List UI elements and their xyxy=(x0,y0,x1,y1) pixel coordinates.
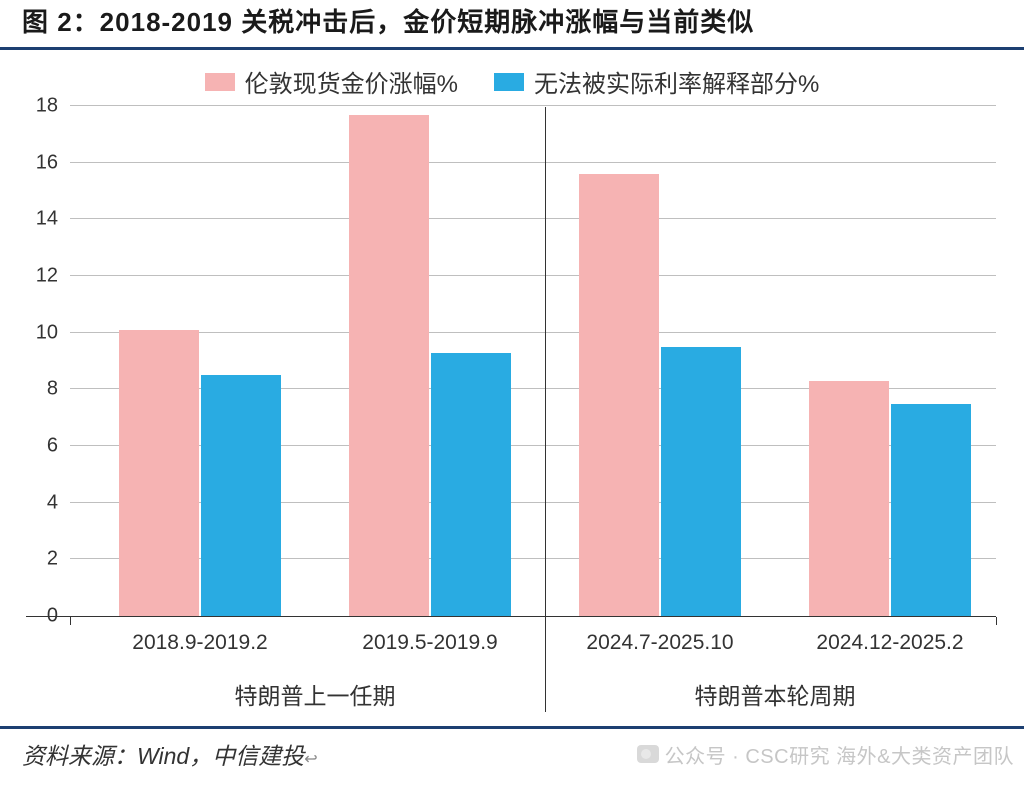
source-row: 资料来源：Wind，中信建投↩ 公众号 · CSC研究 海外&大类资产团队 xyxy=(0,726,1024,771)
y-tick-label: 2 xyxy=(47,548,58,571)
x-category-label: 2024.12-2025.2 xyxy=(816,631,963,655)
figure-title: 图 2：2018-2019 关税冲击后，金价短期脉冲涨幅与当前类似 xyxy=(0,0,1024,50)
y-tick-label: 12 xyxy=(36,265,58,288)
watermark-text: 公众号 · CSC研究 海外&大类资产团队 xyxy=(665,740,1014,769)
y-tick-label: 6 xyxy=(47,435,58,458)
wechat-icon xyxy=(637,745,659,763)
watermark: 公众号 · CSC研究 海外&大类资产团队 xyxy=(637,740,1014,769)
y-tick-label: 16 xyxy=(36,151,58,174)
x-supergroup-label: 特朗普本轮周期 xyxy=(695,677,856,711)
chart-container: 伦敦现货金价涨幅% 无法被实际利率解释部分% 024681012141618 2… xyxy=(0,50,1024,726)
x-category-label: 2024.7-2025.10 xyxy=(586,631,733,655)
x-category-label: 2019.5-2019.9 xyxy=(362,631,497,655)
grid-line xyxy=(70,105,996,106)
x-tick xyxy=(70,617,71,625)
x-axis: 2018.9-2019.2 2019.5-2019.9 2024.7-2025.10… xyxy=(26,617,996,717)
source-mark: ↩ xyxy=(304,751,317,768)
y-tick-label: 14 xyxy=(36,208,58,231)
source-prefix: 资料来源： xyxy=(22,743,137,769)
x-tick xyxy=(996,617,997,625)
y-tick-label: 4 xyxy=(47,491,58,514)
y-tick-label: 10 xyxy=(36,321,58,344)
y-axis: 024681012141618 xyxy=(20,107,64,616)
y-tick-label: 8 xyxy=(47,378,58,401)
x-category-label: 2018.9-2019.2 xyxy=(132,631,267,655)
source-text: 资料来源：Wind，中信建投↩ xyxy=(22,737,318,771)
legend-swatch-2 xyxy=(494,73,524,91)
y-tick-label: 18 xyxy=(36,95,58,118)
legend-item-series1: 伦敦现货金价涨幅% xyxy=(205,64,458,99)
x-supergroup-label: 特朗普上一任期 xyxy=(235,677,396,711)
legend-swatch-1 xyxy=(205,73,235,91)
legend: 伦敦现货金价涨幅% 无法被实际利率解释部分% xyxy=(16,64,1008,99)
source-body: Wind，中信建投 xyxy=(137,743,304,769)
legend-label-1: 伦敦现货金价涨幅% xyxy=(245,64,458,99)
legend-label-2: 无法被实际利率解释部分% xyxy=(534,64,819,99)
legend-item-series2: 无法被实际利率解释部分% xyxy=(494,64,819,99)
plot-area: 024681012141618 xyxy=(26,107,996,617)
